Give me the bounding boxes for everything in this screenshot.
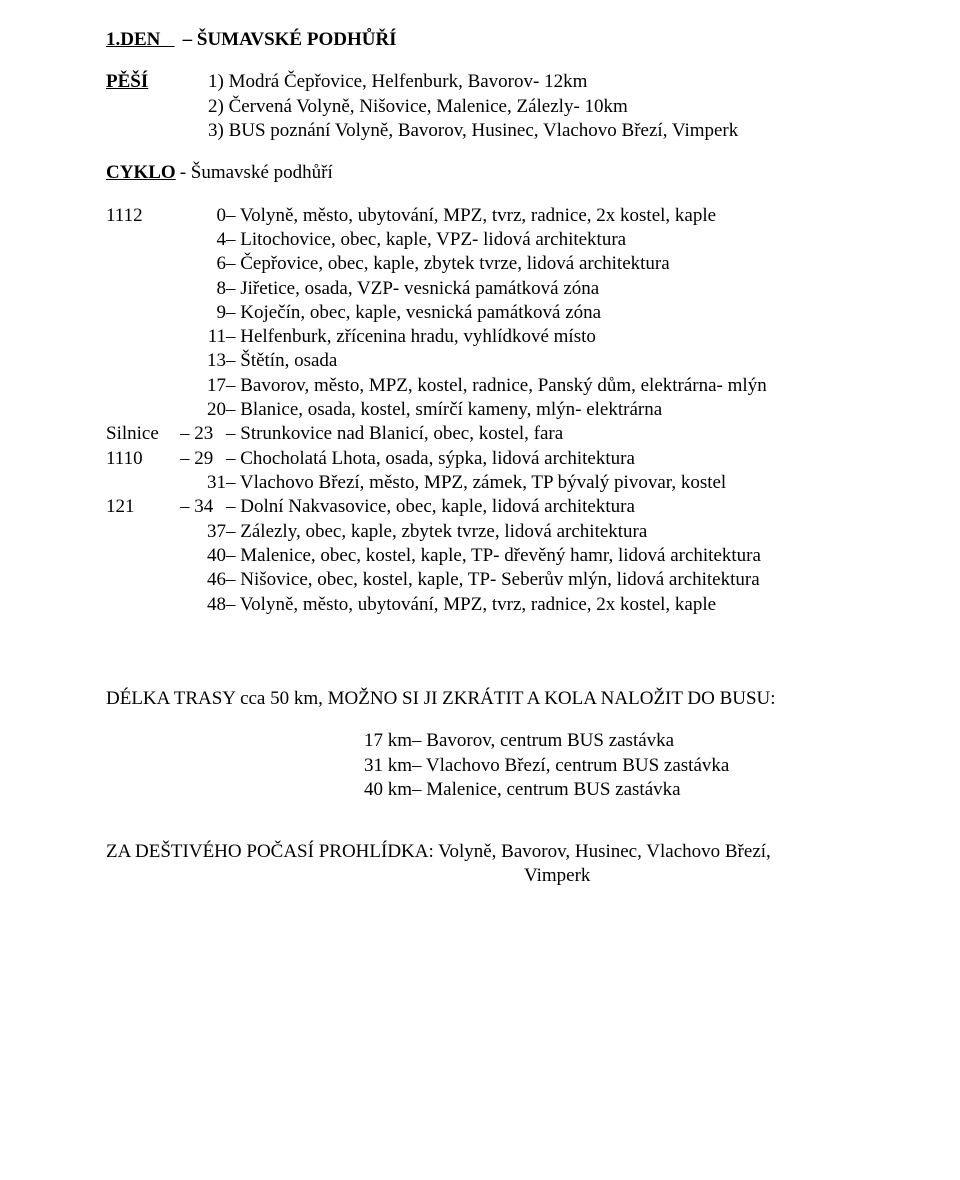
bus-lines: 17 km– Bavorov, centrum BUS zastávka 31 …: [364, 729, 890, 802]
route-desc: – Volyně, město, ubytování, MPZ, tvrz, r…: [226, 593, 890, 617]
route-left: [106, 593, 180, 617]
route-left: 1112: [106, 204, 180, 228]
route-km: 46: [180, 568, 226, 592]
route-km: 0: [180, 204, 226, 228]
route-line: 11120– Volyně, město, ubytování, MPZ, tv…: [106, 204, 890, 228]
route-km: 9: [180, 301, 226, 325]
route-km: 37: [180, 520, 226, 544]
route-left: [106, 277, 180, 301]
bus-line: 40 km– Malenice, centrum BUS zastávka: [364, 778, 890, 802]
route-left: [106, 398, 180, 422]
heading-left: 1.DEN: [106, 28, 175, 52]
route-left: [106, 228, 180, 252]
route-left: [106, 520, 180, 544]
route-desc: – Malenice, obec, kostel, kaple, TP- dře…: [226, 544, 890, 568]
route-desc: – Litochovice, obec, kaple, VPZ- lidová …: [226, 228, 890, 252]
route-line: 31– Vlachovo Březí, město, MPZ, zámek, T…: [106, 471, 890, 495]
route-left: [106, 471, 180, 495]
route-desc: – Blanice, osada, kostel, smírčí kameny,…: [226, 398, 890, 422]
route-km: 20: [180, 398, 226, 422]
route-left: [106, 252, 180, 276]
route-left: [106, 544, 180, 568]
route-desc: – Štětín, osada: [226, 349, 890, 373]
route-line: 9– Koječín, obec, kaple, vesnická památk…: [106, 301, 890, 325]
route-line: 17– Bavorov, město, MPZ, kostel, radnice…: [106, 374, 890, 398]
route-left: 1110: [106, 447, 180, 471]
route-km: 31: [180, 471, 226, 495]
route-desc: – Zálezly, obec, kaple, zbytek tvrze, li…: [226, 520, 890, 544]
rain-line-1: ZA DEŠTIVÉHO POČASÍ PROHLÍDKA: Volyně, B…: [106, 840, 890, 864]
route-desc: – Koječín, obec, kaple, vesnická památko…: [226, 301, 890, 325]
route-left: [106, 349, 180, 373]
route-km: 13: [180, 349, 226, 373]
route-left: 121: [106, 495, 180, 519]
route-line: 121– 34– Dolní Nakvasovice, obec, kaple,…: [106, 495, 890, 519]
bus-line: 31 km– Vlachovo Březí, centrum BUS zastá…: [364, 754, 890, 778]
route-desc: – Helfenburk, zřícenina hradu, vyhlídkov…: [226, 325, 890, 349]
route-left: [106, 301, 180, 325]
route-line: 8– Jiřetice, osada, VZP- vesnická památk…: [106, 277, 890, 301]
delka-line: DÉLKA TRASY cca 50 km, MOŽNO SI JI ZKRÁT…: [106, 687, 890, 711]
heading-row: 1.DEN – ŠUMAVSKÉ PODHŮŘÍ: [106, 28, 890, 52]
bus-line: 17 km– Bavorov, centrum BUS zastávka: [364, 729, 890, 753]
cyklo-rest: - Šumavské podhůří: [180, 161, 333, 185]
cyklo-row: CYKLO - Šumavské podhůří: [106, 161, 890, 185]
heading-right: – ŠUMAVSKÉ PODHŮŘÍ: [183, 28, 397, 52]
pesi-label: PĚŠÍ: [106, 70, 208, 143]
route-line: 11– Helfenburk, zřícenina hradu, vyhlídk…: [106, 325, 890, 349]
route-line: 20– Blanice, osada, kostel, smírčí kamen…: [106, 398, 890, 422]
route-desc: – Strunkovice nad Blanicí, obec, kostel,…: [226, 422, 890, 446]
route-line: 4– Litochovice, obec, kaple, VPZ- lidová…: [106, 228, 890, 252]
rain-block: ZA DEŠTIVÉHO POČASÍ PROHLÍDKA: Volyně, B…: [106, 840, 890, 889]
route-km: 40: [180, 544, 226, 568]
route-line: 46– Nišovice, obec, kostel, kaple, TP- S…: [106, 568, 890, 592]
route-left: [106, 374, 180, 398]
route-km: – 29: [180, 447, 226, 471]
route-km: – 23: [180, 422, 226, 446]
pesi-line: 2) Červená Volyně, Nišovice, Malenice, Z…: [208, 95, 890, 119]
route-desc: – Nišovice, obec, kostel, kaple, TP- Seb…: [226, 568, 890, 592]
route-km: 11: [180, 325, 226, 349]
route-desc: – Bavorov, město, MPZ, kostel, radnice, …: [226, 374, 890, 398]
route-km: – 34: [180, 495, 226, 519]
route-line: 13– Štětín, osada: [106, 349, 890, 373]
pesi-lines: 1) Modrá Čepřovice, Helfenburk, Bavorov-…: [208, 70, 890, 143]
route-desc: – Volyně, město, ubytování, MPZ, tvrz, r…: [226, 204, 890, 228]
route-desc: – Chocholatá Lhota, osada, sýpka, lidová…: [226, 447, 890, 471]
route-line: Silnice– 23– Strunkovice nad Blanicí, ob…: [106, 422, 890, 446]
route-km: 4: [180, 228, 226, 252]
route-left: [106, 325, 180, 349]
route-desc: – Dolní Nakvasovice, obec, kaple, lidová…: [226, 495, 890, 519]
route-km: 48: [180, 593, 226, 617]
route-line: 1110– 29– Chocholatá Lhota, osada, sýpka…: [106, 447, 890, 471]
route-km: 6: [180, 252, 226, 276]
route-line: 6– Čepřovice, obec, kaple, zbytek tvrze,…: [106, 252, 890, 276]
route-left: Silnice: [106, 422, 180, 446]
pesi-line: 1) Modrá Čepřovice, Helfenburk, Bavorov-…: [208, 70, 890, 94]
rain-line-2: Vimperk: [524, 864, 890, 888]
pesi-block: PĚŠÍ 1) Modrá Čepřovice, Helfenburk, Bav…: [106, 70, 890, 143]
route-km: 8: [180, 277, 226, 301]
pesi-line: 3) BUS poznání Volyně, Bavorov, Husinec,…: [208, 119, 890, 143]
route-line: 40– Malenice, obec, kostel, kaple, TP- d…: [106, 544, 890, 568]
route-desc: – Čepřovice, obec, kaple, zbytek tvrze, …: [226, 252, 890, 276]
route-km: 17: [180, 374, 226, 398]
route-block: 11120– Volyně, město, ubytování, MPZ, tv…: [106, 204, 890, 617]
route-left: [106, 568, 180, 592]
cyklo-label: CYKLO: [106, 161, 176, 185]
route-line: 37– Zálezly, obec, kaple, zbytek tvrze, …: [106, 520, 890, 544]
route-desc: – Vlachovo Březí, město, MPZ, zámek, TP …: [226, 471, 890, 495]
route-desc: – Jiřetice, osada, VZP- vesnická památko…: [226, 277, 890, 301]
route-line: 48– Volyně, město, ubytování, MPZ, tvrz,…: [106, 593, 890, 617]
